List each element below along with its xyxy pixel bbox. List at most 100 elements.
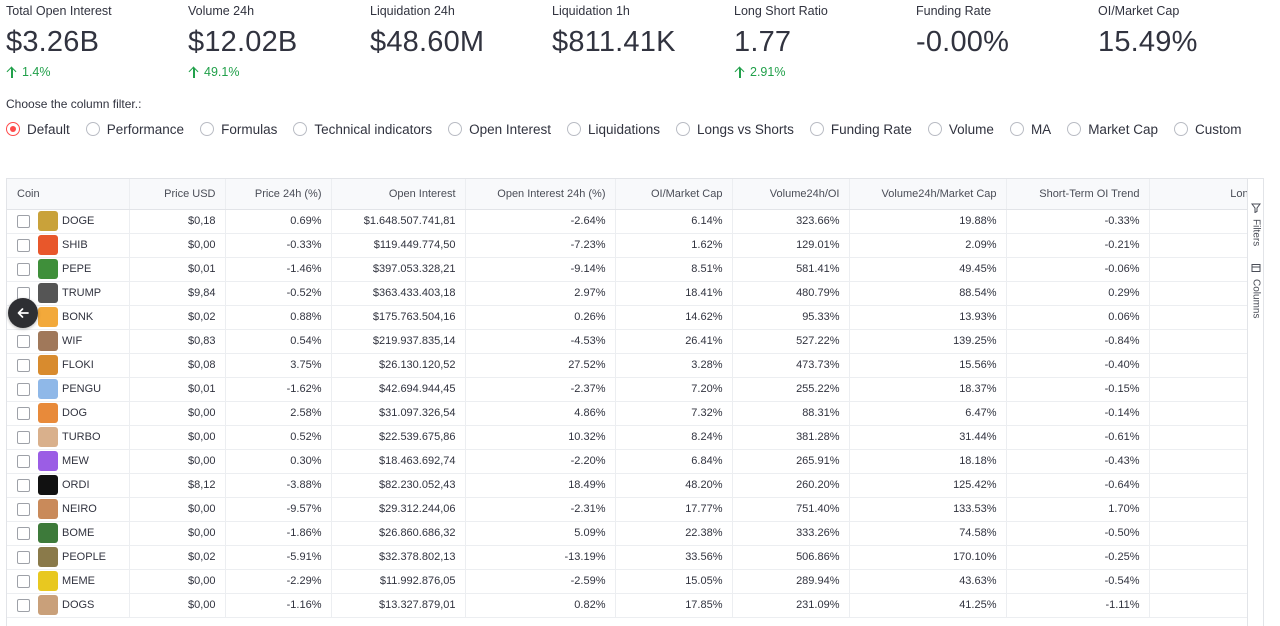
table-cell: $82.230.052,43 xyxy=(331,473,466,498)
filters-tab[interactable]: Filters xyxy=(1248,203,1263,246)
table-cell: -7.23% xyxy=(465,233,616,258)
row-checkbox[interactable] xyxy=(17,478,30,492)
row-checkbox[interactable] xyxy=(17,238,30,252)
coin-name: MEME xyxy=(62,575,95,587)
table-row[interactable]: NEIRO $0,00 -9.57% $29.312.244,06 -2.31% 17.7… xyxy=(7,497,1249,522)
column-header[interactable]: Volume24h/OI xyxy=(732,179,850,210)
row-checkbox[interactable] xyxy=(17,454,30,468)
radio-button[interactable] xyxy=(566,122,581,136)
column-header[interactable]: Long-Term OI xyxy=(1149,179,1249,210)
row-checkbox[interactable] xyxy=(17,358,30,372)
table-cell: $32.378.802,13 xyxy=(331,545,466,570)
table-cell: 0.69% xyxy=(225,209,332,234)
radio-option-formulas[interactable]: Formulas xyxy=(200,122,277,137)
row-checkbox[interactable] xyxy=(17,430,30,444)
row-checkbox[interactable] xyxy=(17,334,30,348)
table-row[interactable]: PEPE $0,01 -1.46% $397.053.328,21 -9.14% 8.51… xyxy=(7,257,1249,282)
radio-option-funding-rate[interactable]: Funding Rate xyxy=(809,122,912,137)
radio-button[interactable] xyxy=(927,122,942,136)
radio-button[interactable] xyxy=(6,122,20,136)
table-cell: 18.49% xyxy=(465,473,616,498)
radio-option-longs-vs-shorts[interactable]: Longs vs Shorts xyxy=(676,122,794,137)
table-cell: -9 xyxy=(1149,449,1249,474)
table-cell: $31.097.326,54 xyxy=(331,401,466,426)
radio-option-performance[interactable]: Performance xyxy=(85,122,184,137)
table-row[interactable]: PEOPLE $0,02 -5.91% $32.378.802,13 -13.19% 33… xyxy=(7,545,1249,570)
column-header[interactable]: Coin xyxy=(7,179,130,210)
turbo-icon xyxy=(38,427,58,447)
table-cell: 31.44% xyxy=(849,425,1007,450)
coins-table: Coin Price USD Price 24h (%) Open Interest O… xyxy=(7,179,1249,618)
row-checkbox[interactable] xyxy=(17,214,30,228)
radio-option-ma[interactable]: MA xyxy=(1009,122,1051,137)
table-row[interactable]: BONK $0,02 0.88% $175.763.504,16 0.26% 14.62%… xyxy=(7,305,1249,330)
radio-option-default[interactable]: Default xyxy=(6,122,70,137)
table-cell: 18.18% xyxy=(849,449,1007,474)
coin-name: BOME xyxy=(62,527,95,539)
table-cell: $1.648.507.741,81 xyxy=(331,209,466,234)
radio-option-technical-indicators[interactable]: Technical indicators xyxy=(293,122,432,137)
radio-button[interactable] xyxy=(85,122,100,136)
table-cell: 88.31% xyxy=(732,401,850,426)
column-header[interactable]: Open Interest 24h (%) xyxy=(465,179,616,210)
radio-button[interactable] xyxy=(293,122,308,136)
column-header[interactable]: Volume24h/Market Cap xyxy=(849,179,1007,210)
table-row[interactable]: BOME $0,00 -1.86% $26.860.686,32 5.09% 22.38%… xyxy=(7,521,1249,546)
table-row[interactable]: MEME $0,00 -2.29% $11.992.876,05 -2.59% 15.05… xyxy=(7,569,1249,594)
radio-option-liquidations[interactable]: Liquidations xyxy=(566,122,660,137)
row-checkbox[interactable] xyxy=(17,406,30,420)
table-row[interactable]: WIF $0,83 0.54% $219.937.835,14 -4.53% 26.41%… xyxy=(7,329,1249,354)
row-checkbox[interactable] xyxy=(17,550,30,564)
table-row[interactable]: FLOKI $0,08 3.75% $26.130.120,52 27.52% 3.28%… xyxy=(7,353,1249,378)
radio-button[interactable] xyxy=(1067,122,1082,136)
radio-button[interactable] xyxy=(448,122,463,136)
radio-option-open-interest[interactable]: Open Interest xyxy=(448,122,551,137)
table-row[interactable]: ORDI $8,12 -3.88% $82.230.052,43 18.49% 48.20… xyxy=(7,473,1249,498)
column-header[interactable]: Price 24h (%) xyxy=(225,179,332,210)
back-button[interactable] xyxy=(8,298,38,328)
row-checkbox[interactable] xyxy=(17,526,30,540)
radio-button[interactable] xyxy=(1173,122,1188,136)
radio-option-volume[interactable]: Volume xyxy=(927,122,994,137)
metric-card: Volume 24h $12.02B 49.1% xyxy=(188,4,358,79)
table-cell: 26.41% xyxy=(615,329,733,354)
columns-tab[interactable]: Columns xyxy=(1248,263,1263,318)
row-checkbox[interactable] xyxy=(17,574,30,588)
table-cell: -4 xyxy=(1149,281,1249,306)
row-checkbox[interactable] xyxy=(17,502,30,516)
table-cell: -0.43% xyxy=(1006,449,1150,474)
table-row[interactable]: MEW $0,00 0.30% $18.463.692,74 -2.20% 6.84% 26… xyxy=(7,449,1249,474)
column-header[interactable]: Short-Term OI Trend xyxy=(1006,179,1150,210)
table-cell: $0,02 xyxy=(129,545,226,570)
table-row[interactable]: DOGS $0,00 -1.16% $13.327.879,01 0.82% 17.85%… xyxy=(7,593,1249,618)
radio-button[interactable] xyxy=(1009,122,1024,136)
column-header[interactable]: Open Interest xyxy=(331,179,466,210)
radio-option-custom[interactable]: Custom xyxy=(1173,122,1241,137)
table-cell: 17.77% xyxy=(615,497,733,522)
row-checkbox[interactable] xyxy=(17,382,30,396)
radio-button[interactable] xyxy=(809,122,824,136)
coin-cell: NEIRO xyxy=(7,497,130,522)
table-cell: 3.75% xyxy=(225,353,332,378)
table-row[interactable]: DOGE $0,18 0.69% $1.648.507.741,81 -2.64% 6.1… xyxy=(7,209,1249,234)
table-row[interactable]: DOG $0,00 2.58% $31.097.326,54 4.86% 7.32% 88.… xyxy=(7,401,1249,426)
column-header[interactable]: OI/Market Cap xyxy=(615,179,733,210)
table-row[interactable]: SHIB $0,00 -0.33% $119.449.774,50 -7.23% 1.62… xyxy=(7,233,1249,258)
table-row[interactable]: TRUMP $9,84 -0.52% $363.433.403,18 2.97% 18.4… xyxy=(7,281,1249,306)
row-checkbox[interactable] xyxy=(17,262,30,276)
column-header[interactable]: Price USD xyxy=(129,179,226,210)
radio-button[interactable] xyxy=(200,122,215,136)
table-cell: 2.09% xyxy=(849,233,1007,258)
pepe-icon xyxy=(38,259,58,279)
table-row[interactable]: PENGU $0,01 -1.62% $42.694.944,45 -2.37% 7.20… xyxy=(7,377,1249,402)
radio-label: Open Interest xyxy=(469,121,551,137)
table-row[interactable]: TURBO $0,00 0.52% $22.539.675,86 10.32% 8.24%… xyxy=(7,425,1249,450)
coins-data-grid: Coin Price USD Price 24h (%) Open Interest O… xyxy=(6,178,1264,626)
table-cell: -9 xyxy=(1149,521,1249,546)
coin-name: NEIRO xyxy=(62,503,97,515)
table-cell: -2.37% xyxy=(465,377,616,402)
row-checkbox[interactable] xyxy=(17,598,30,612)
metric-card: Total Open Interest $3.26B 1.4% xyxy=(6,4,176,79)
radio-button[interactable] xyxy=(676,122,691,136)
radio-option-market-cap[interactable]: Market Cap xyxy=(1067,122,1158,137)
